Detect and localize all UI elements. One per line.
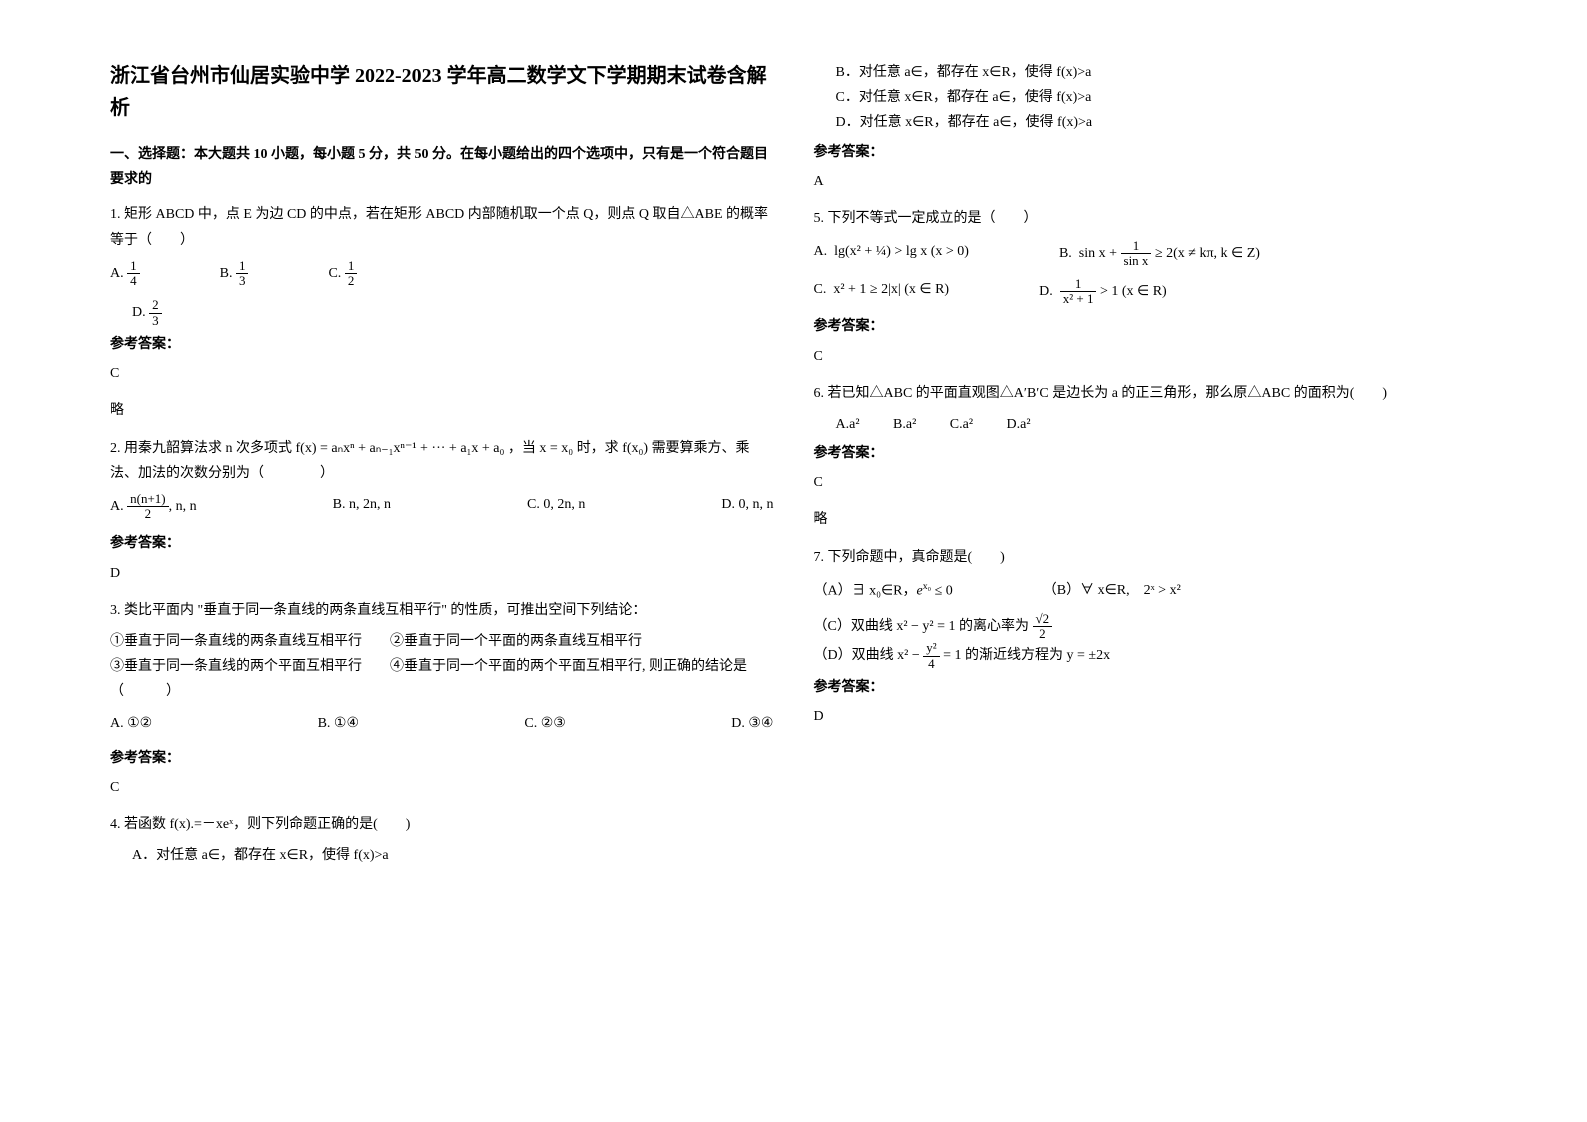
q3-ans-label: 参考答案： — [110, 746, 774, 771]
q2-opt-b: B. n, 2n, n — [333, 492, 391, 522]
q7-opt-d: （D）双曲线 x² − y²4 = 1 的渐近线方程为 y = ±2x — [814, 641, 1478, 671]
q6-options: A.a² B.a² C.a² D.a² — [814, 412, 1478, 437]
q4-opt-b: B．对任意 a∈，都存在 x∈R，使得 f(x)>a — [814, 60, 1478, 85]
q7-opt-a: （A）∃ x₀∈R，ex₀ ≤ 0 — [814, 578, 953, 604]
opt-label: A. — [110, 266, 124, 281]
question-5: 5. 下列不等式一定成立的是（ ） A. lg(x² + ¼) > lg x (… — [814, 206, 1478, 369]
q6-text: 6. 若已知△ABC 的平面直观图△A′B′C 是边长为 a 的正三角形，那么原… — [814, 381, 1478, 406]
q7-text: 7. 下列命题中，真命题是( ) — [814, 545, 1478, 570]
q3-opt-d: D. ③④ — [731, 711, 773, 736]
q1-opt-c: C. 12 — [328, 259, 357, 289]
q6-opt-d: D.a² — [1007, 417, 1031, 432]
q5-text: 5. 下列不等式一定成立的是（ ） — [814, 206, 1478, 231]
q5-row2: C. x² + 1 ≥ 2|x| (x ∈ R) D. 1x² + 1 > 1 … — [814, 277, 1478, 307]
q7-opt-b: （B）∀ x∈R, 2ˣ > x² — [1043, 578, 1181, 604]
q2-ans: D — [110, 561, 774, 586]
q3-p2: ③垂直于同一条直线的两个平面互相平行 ④垂直于同一个平面的两个平面互相平行, 则… — [110, 654, 774, 704]
q2-ans-label: 参考答案： — [110, 531, 774, 556]
q3-ans: C — [110, 775, 774, 800]
q5-row1: A. lg(x² + ¼) > lg x (x > 0) B. sin x + … — [814, 239, 1478, 269]
question-1: 1. 矩形 ABCD 中，点 E 为边 CD 的中点，若在矩形 ABCD 内部随… — [110, 202, 774, 423]
q5-ans-label: 参考答案： — [814, 314, 1478, 339]
q1-opt-d-row: D. 23 — [110, 298, 774, 328]
q4-opt-c: C．对任意 x∈R，都存在 a∈，使得 f(x)>a — [814, 85, 1478, 110]
q6-opt-a: A.a² — [836, 417, 860, 432]
question-7: 7. 下列命题中，真命题是( ) （A）∃ x₀∈R，ex₀ ≤ 0 （B）∀ … — [814, 545, 1478, 730]
right-column: B．对任意 a∈，都存在 x∈R，使得 f(x)>a C．对任意 x∈R，都存在… — [794, 60, 1498, 1062]
q5-ans: C — [814, 344, 1478, 369]
q3-opt-a: A. ①② — [110, 711, 152, 736]
opt-label: D. — [132, 305, 146, 320]
q6-extra: 略 — [814, 507, 1478, 532]
q5-opt-a: A. lg(x² + ¼) > lg x (x > 0) — [814, 239, 969, 269]
question-3: 3. 类比平面内 "垂直于同一条直线的两条直线互相平行" 的性质，可推出空间下列… — [110, 598, 774, 800]
q6-opt-b: B.a² — [893, 417, 916, 432]
q4-opt-d: D．对任意 x∈R，都存在 a∈，使得 f(x)>a — [814, 110, 1478, 135]
doc-title: 浙江省台州市仙居实验中学 2022-2023 学年高二数学文下学期期末试卷含解析 — [110, 60, 774, 124]
q3-options: A. ①② B. ①④ C. ②③ D. ③④ — [110, 711, 774, 736]
q4-ans: A — [814, 169, 1478, 194]
question-4-cont: B．对任意 a∈，都存在 x∈R，使得 f(x)>a C．对任意 x∈R，都存在… — [814, 60, 1478, 194]
q5-opt-d: D. 1x² + 1 > 1 (x ∈ R) — [1039, 277, 1167, 307]
q7-ans: D — [814, 704, 1478, 729]
q3-p1: ①垂直于同一条直线的两条直线互相平行 ②垂直于同一个平面的两条直线互相平行 — [110, 629, 774, 654]
q2-text: 2. 用秦九韶算法求 n 次多项式 f(x) = aₙxⁿ + aₙ₋₁xⁿ⁻¹… — [110, 436, 774, 486]
q3-opt-c: C. ②③ — [524, 711, 565, 736]
q1-opt-a: A. 14 — [110, 259, 140, 289]
q1-opt-d: D. 23 — [132, 305, 162, 320]
q4-text: 4. 若函数 f(x).=－xeˣ，则下列命题正确的是( ) — [110, 812, 774, 837]
q7-row1: （A）∃ x₀∈R，ex₀ ≤ 0 （B）∀ x∈R, 2ˣ > x² — [814, 578, 1478, 604]
q5-opt-b: B. sin x + 1sin x ≥ 2(x ≠ kπ, k ∈ Z) — [1059, 239, 1260, 269]
q2-options: A. n(n+1)2, n, n B. n, 2n, n C. 0, 2n, n… — [110, 492, 774, 522]
question-2: 2. 用秦九韶算法求 n 次多项式 f(x) = aₙxⁿ + aₙ₋₁xⁿ⁻¹… — [110, 436, 774, 586]
q1-extra: 略 — [110, 398, 774, 423]
q1-options: A. 14 B. 13 C. 12 — [110, 259, 774, 289]
q3-opt-b: B. ①④ — [318, 711, 359, 736]
opt-label: C. — [328, 266, 341, 281]
q1-ans-label: 参考答案： — [110, 332, 774, 357]
question-6: 6. 若已知△ABC 的平面直观图△A′B′C 是边长为 a 的正三角形，那么原… — [814, 381, 1478, 533]
q7-ans-label: 参考答案： — [814, 675, 1478, 700]
question-4: 4. 若函数 f(x).=－xeˣ，则下列命题正确的是( ) A．对任意 a∈，… — [110, 812, 774, 868]
q4-ans-label: 参考答案： — [814, 140, 1478, 165]
q2-opt-c: C. 0, 2n, n — [527, 492, 585, 522]
q2-opt-a: A. n(n+1)2, n, n — [110, 492, 197, 522]
section-heading: 一、选择题：本大题共 10 小题，每小题 5 分，共 50 分。在每小题给出的四… — [110, 142, 774, 192]
q6-ans-label: 参考答案： — [814, 441, 1478, 466]
q4-opt-a: A．对任意 a∈，都存在 x∈R，使得 f(x)>a — [110, 843, 774, 868]
q6-ans: C — [814, 470, 1478, 495]
q1-text: 1. 矩形 ABCD 中，点 E 为边 CD 的中点，若在矩形 ABCD 内部随… — [110, 202, 774, 252]
q3-text: 3. 类比平面内 "垂直于同一条直线的两条直线互相平行" 的性质，可推出空间下列… — [110, 598, 774, 623]
q7-opt-c: （C）双曲线 x² − y² = 1 的离心率为 √22 — [814, 612, 1478, 642]
q2-opt-d: D. 0, n, n — [721, 492, 773, 522]
opt-label: B. — [220, 266, 233, 281]
q1-opt-b: B. 13 — [220, 259, 249, 289]
q6-opt-c: C.a² — [950, 417, 973, 432]
left-column: 浙江省台州市仙居实验中学 2022-2023 学年高二数学文下学期期末试卷含解析… — [90, 60, 794, 1062]
q5-opt-c: C. x² + 1 ≥ 2|x| (x ∈ R) — [814, 277, 950, 307]
q1-ans: C — [110, 361, 774, 386]
